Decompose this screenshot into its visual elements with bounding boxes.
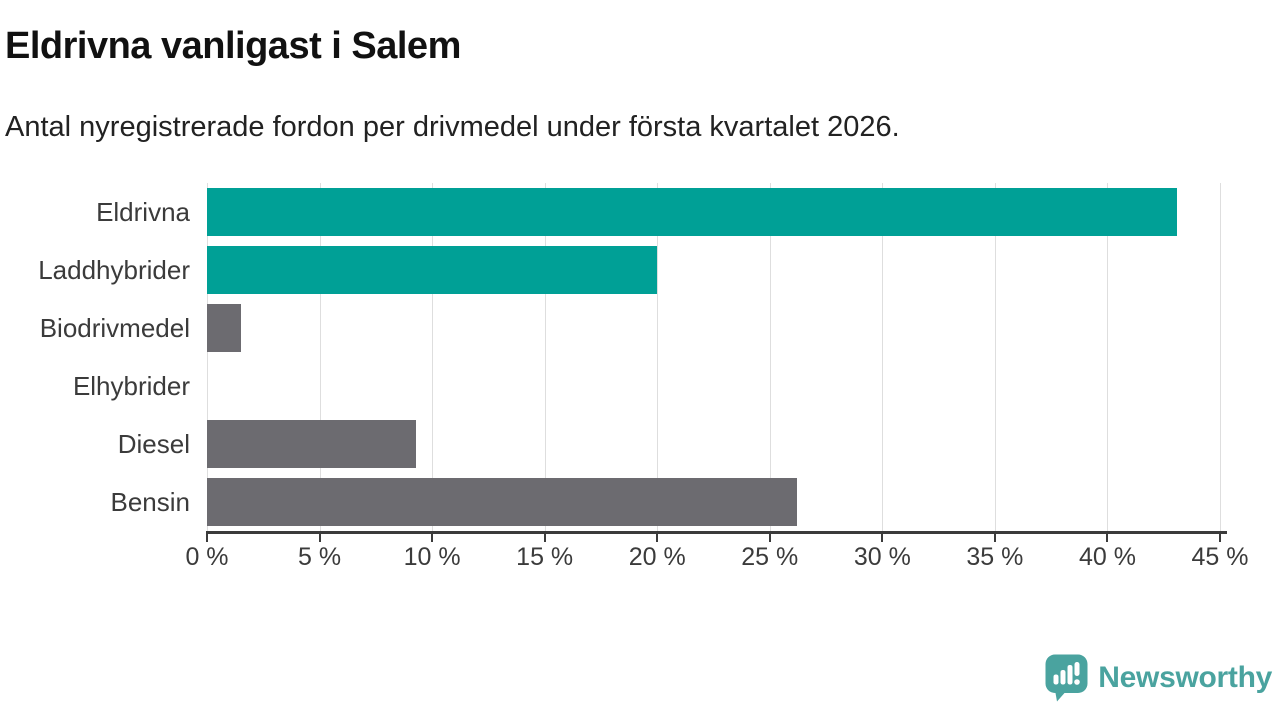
x-axis-tick bbox=[206, 533, 208, 542]
x-axis-tick-label: 20 % bbox=[628, 543, 686, 571]
gridline bbox=[432, 183, 434, 531]
category-labels: Eldrivna Laddhybrider Biodrivmedel Elhybrid… bbox=[0, 183, 190, 531]
x-axis-tick bbox=[1106, 533, 1109, 542]
category-label-bensin: Bensin bbox=[110, 486, 191, 517]
x-axis-line bbox=[206, 531, 1227, 542]
bar-bensin bbox=[207, 478, 797, 526]
gridline bbox=[882, 183, 884, 531]
x-axis-tick-label: 40 % bbox=[1078, 543, 1136, 571]
bar-eldrivna bbox=[207, 188, 1178, 236]
x-axis-tick-label: 30 % bbox=[853, 543, 911, 571]
x-axis-tick bbox=[318, 533, 321, 542]
x-axis-tick bbox=[543, 533, 546, 542]
x-axis-tick bbox=[993, 533, 996, 542]
x-axis-tick-label: 35 % bbox=[966, 543, 1024, 571]
x-axis-tick bbox=[656, 533, 659, 542]
gridline bbox=[207, 183, 208, 531]
x-axis-tick bbox=[431, 533, 434, 542]
x-axis-tick bbox=[1219, 533, 1221, 542]
category-label-elhybrider: Elhybrider bbox=[72, 370, 190, 401]
x-axis-tick bbox=[768, 533, 771, 542]
x-axis-tick bbox=[881, 533, 884, 542]
chart-subtitle: Antal nyregistrerade fordon per drivmede… bbox=[5, 111, 900, 143]
category-label-eldrivna: Eldrivna bbox=[96, 196, 190, 227]
x-axis-tick-labels: 0 % 5 % 10 % 15 % 20 % 25 % 30 % 35 % 40 % 45 % bbox=[185, 543, 1248, 573]
x-axis-tick-label: 5 % bbox=[298, 543, 342, 571]
brand-name: Newsworthy bbox=[1098, 660, 1272, 694]
x-axis-tick-label: 15 % bbox=[516, 543, 574, 571]
gridline bbox=[994, 183, 996, 531]
bar-diesel bbox=[207, 420, 417, 468]
newsworthy-icon bbox=[1045, 654, 1088, 702]
x-axis-tick-label: 45 % bbox=[1191, 543, 1249, 571]
bar-laddhybrider bbox=[207, 246, 658, 294]
category-label-biodrivmedel: Biodrivmedel bbox=[39, 312, 190, 343]
gridline bbox=[544, 183, 546, 531]
brand-logo: Newsworthy bbox=[1044, 653, 1272, 702]
chart-title: Eldrivna vanligast i Salem bbox=[5, 25, 461, 67]
x-axis-tick-label: 0 % bbox=[185, 543, 229, 571]
x-axis-tick-label: 10 % bbox=[403, 543, 461, 571]
gridline bbox=[1220, 183, 1221, 531]
gridline bbox=[657, 183, 659, 531]
x-axis-tick-label: 25 % bbox=[741, 543, 799, 571]
category-label-diesel: Diesel bbox=[117, 428, 190, 459]
gridline bbox=[769, 183, 771, 531]
gridline bbox=[1107, 183, 1109, 531]
gridline bbox=[319, 183, 321, 531]
category-label-laddhybrider: Laddhybrider bbox=[38, 254, 190, 285]
bar-biodrivmedel bbox=[207, 304, 241, 352]
plot-area bbox=[207, 183, 1221, 531]
